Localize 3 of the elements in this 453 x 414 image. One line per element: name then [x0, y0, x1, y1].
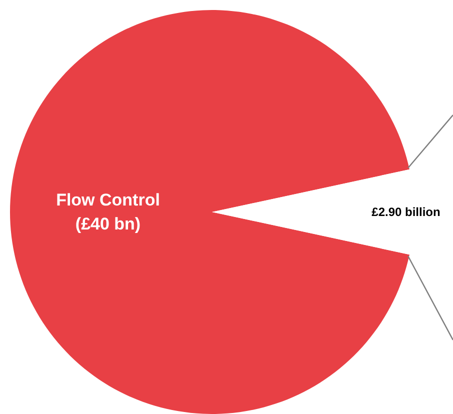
data-label: (£40 bn) [75, 214, 141, 234]
data-label: £2.90 billion [372, 205, 440, 219]
slice-label: Flow Control [56, 190, 160, 210]
